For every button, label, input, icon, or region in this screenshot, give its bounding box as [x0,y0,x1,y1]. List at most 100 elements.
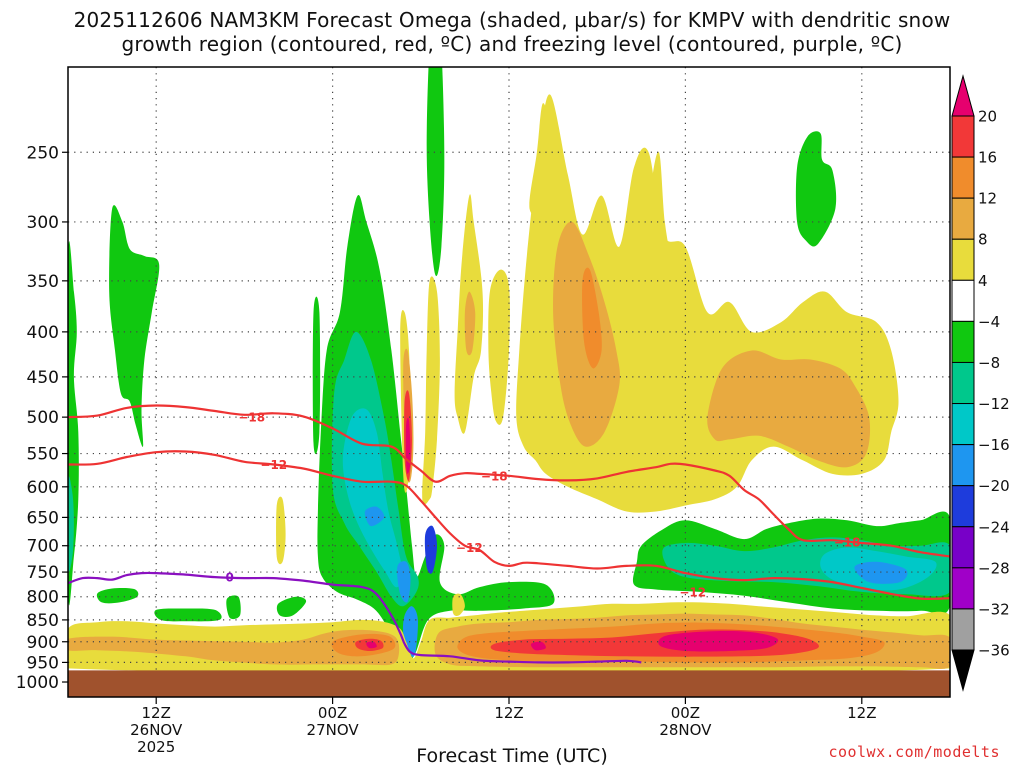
omega-region-blue-small-1 [364,506,385,527]
ground-below-surface [68,670,950,697]
colorbar-label-1: 16 [978,149,997,167]
contour-line-dgz-minus18 [68,404,950,558]
omega-region-blue-right-band [854,561,908,584]
x-tick-label-6-3: 2025 [137,738,175,756]
colorbar-label-0: 20 [978,108,997,126]
colorbar-band-11 [951,526,975,569]
colorbar-band-1 [951,115,975,158]
contour-label-dgz-minus12-seg2: −12 [456,541,483,555]
colorbar-bottom-arrow [951,649,975,692]
omega-region-yellow-top-center [529,103,551,218]
colorbar-label-7: −12 [978,395,1010,413]
contour-line-freezing-0 [68,571,642,664]
colorbar-label-8: −16 [978,436,1010,454]
y-tick-label-400: 400 [27,323,59,343]
y-tick-label-800: 800 [27,588,59,608]
x-tick-label-18-1: 00Z [318,704,347,722]
colorbar-band-13 [951,608,975,651]
omega-region-cyan-left-column [68,476,74,572]
y-tick-label-750: 750 [27,563,59,583]
y-tick-label-350: 350 [27,272,59,292]
colorbar-label-9: −20 [978,477,1010,495]
omega-region-magenta-low-2 [658,630,779,652]
omega-region-green-lower-left-2 [154,608,222,622]
omega-region-cyan-main [342,408,404,588]
omega-region-magenta-small-low [530,641,546,651]
omega-region-green-top-narrow [426,67,445,277]
colorbar-band-2 [951,156,975,199]
x-tick-label-6-2: 26NOV [130,721,183,739]
y-axis: 2503003504004505005506006507007508008509… [16,143,68,693]
y-tick-label-650: 650 [27,508,59,528]
y-tick-label-900: 900 [27,633,59,653]
y-tick-label-1000: 1000 [16,673,59,693]
omega-region-green-upper-left [109,205,160,447]
contour-label-dgz-minus18-seg3: −18 [834,535,861,549]
colorbar-label-12: −32 [978,600,1010,618]
x-tick-label-42-2: 28NOV [659,721,712,739]
colorbar-label-4: 4 [978,272,988,290]
colorbar-band-10 [951,485,975,528]
y-tick-label-450: 450 [27,368,59,388]
y-tick-label-300: 300 [27,213,59,233]
chart-title-line2: growth region (contoured, red, ºC) and f… [121,32,903,56]
colorbar-band-6 [951,320,975,363]
y-tick-label-700: 700 [27,537,59,557]
omega-region-blue-mid [397,561,411,603]
omega-region-yellow-top-right [644,151,674,303]
contour-label-dgz-minus18: −18 [238,411,265,425]
x-tick-label-42-1: 00Z [671,704,700,722]
colorbar-label-6: −8 [978,354,1000,372]
y-tick-label-500: 500 [27,408,59,428]
omega-region-yellow-main-col [422,276,440,505]
colorbar-top-arrow [951,74,975,117]
omega-region-orange-low-band [68,629,400,666]
colorbar-band-8 [951,403,975,446]
contour-label-dgz-minus12: −12 [260,458,287,472]
omega-region-yellow-lower-small-2 [452,593,465,616]
chart-title-line1: 2025112606 NAM3KM Forecast Omega (shaded… [73,8,951,32]
colorbar-band-3 [951,197,975,240]
colorbar-label-3: 8 [978,231,988,249]
x-tick-label-30-1: 12Z [494,704,523,722]
contour-label-dgz-minus12-seg3: −12 [679,585,706,599]
y-tick-label-850: 850 [27,611,59,631]
colorbar-band-7 [951,361,975,405]
y-tick-label-600: 600 [27,478,59,498]
x-tick-label-18-2: 27NOV [307,721,360,739]
contour-label-dgz-minus18-seg2: −18 [481,469,508,483]
colorbar-band-5 [951,279,975,322]
omega-region-yellow-upper-2 [488,269,510,425]
omega-region-magenta-low-1 [366,641,377,649]
colorbar-label-13: −36 [978,642,1010,660]
omega-region-green-lower-left-3 [226,595,241,620]
ground-layer [68,670,950,697]
colorbar-label-5: −4 [978,313,1000,331]
x-tick-label-54-1: 12Z [847,704,876,722]
colorbar-label-11: −28 [978,559,1010,577]
omega-region-green-lower-left-1 [96,587,139,604]
contour-line-dgz-minus12 [68,450,950,600]
omega-shading [68,67,950,675]
omega-region-yellow-lower-small-1 [276,496,286,565]
credit-link[interactable]: coolwx.com/modelts [828,743,1000,761]
omega-region-orange-center-right [707,350,871,468]
colorbar-band-12 [951,567,975,610]
omega-region-orange-strong-1 [582,267,602,369]
x-tick-label-6-1: 12Z [142,704,171,722]
contour-lines: −18 −18 −18 −12 −12 −12 0 [68,404,950,664]
y-tick-label-950: 950 [27,653,59,673]
y-tick-label-550: 550 [27,445,59,465]
colorbar-label-10: −24 [978,518,1010,536]
contour-label-freezing-0: 0 [226,571,234,585]
x-axis-title: Forecast Time (UTC) [416,745,608,767]
colorbar-label-2: 12 [978,190,997,208]
colorbar-band-9 [951,444,975,487]
omega-region-green-lower-mid [276,596,307,617]
colorbar-band-4 [951,238,975,281]
omega-region-green-thin-1 [312,296,321,455]
omega-region-orange-upper-2 [464,291,476,356]
